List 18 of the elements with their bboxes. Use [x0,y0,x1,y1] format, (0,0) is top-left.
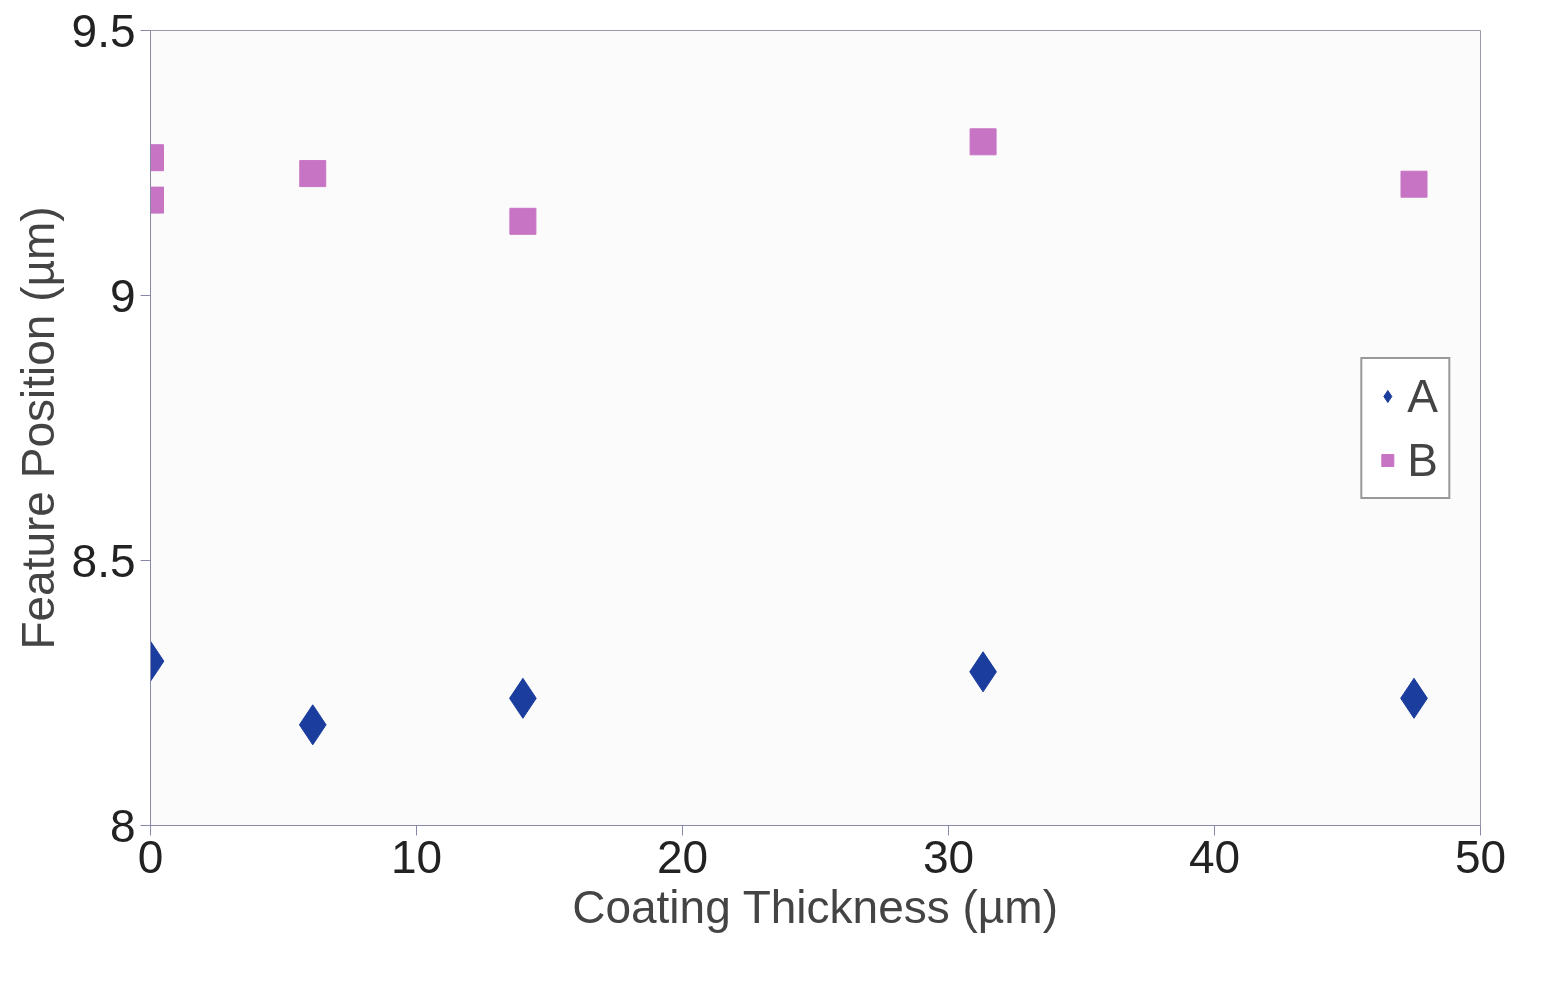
point [299,160,327,188]
y-tick-label: 9.5 [71,4,136,57]
x-tick-label: 0 [137,830,164,883]
point [509,207,537,235]
x-tick-label: 10 [390,830,443,883]
legend-label: B [1407,432,1438,487]
x-tick-label: 50 [1454,830,1507,883]
x-tick-label: 20 [656,830,709,883]
point [1400,170,1428,198]
x-tick-label: 40 [1188,830,1241,883]
x-tick-label: 30 [922,830,975,883]
legend-label: A [1407,368,1438,423]
y-tick-label: 9 [109,269,136,322]
y-axis-title: Feature Position (µm) [11,206,64,650]
y-tick-label: 8 [109,799,136,852]
point [969,128,997,156]
y-tick-label: 8.5 [71,534,136,587]
x-axis-title: Coating Thickness (µm) [572,880,1058,933]
